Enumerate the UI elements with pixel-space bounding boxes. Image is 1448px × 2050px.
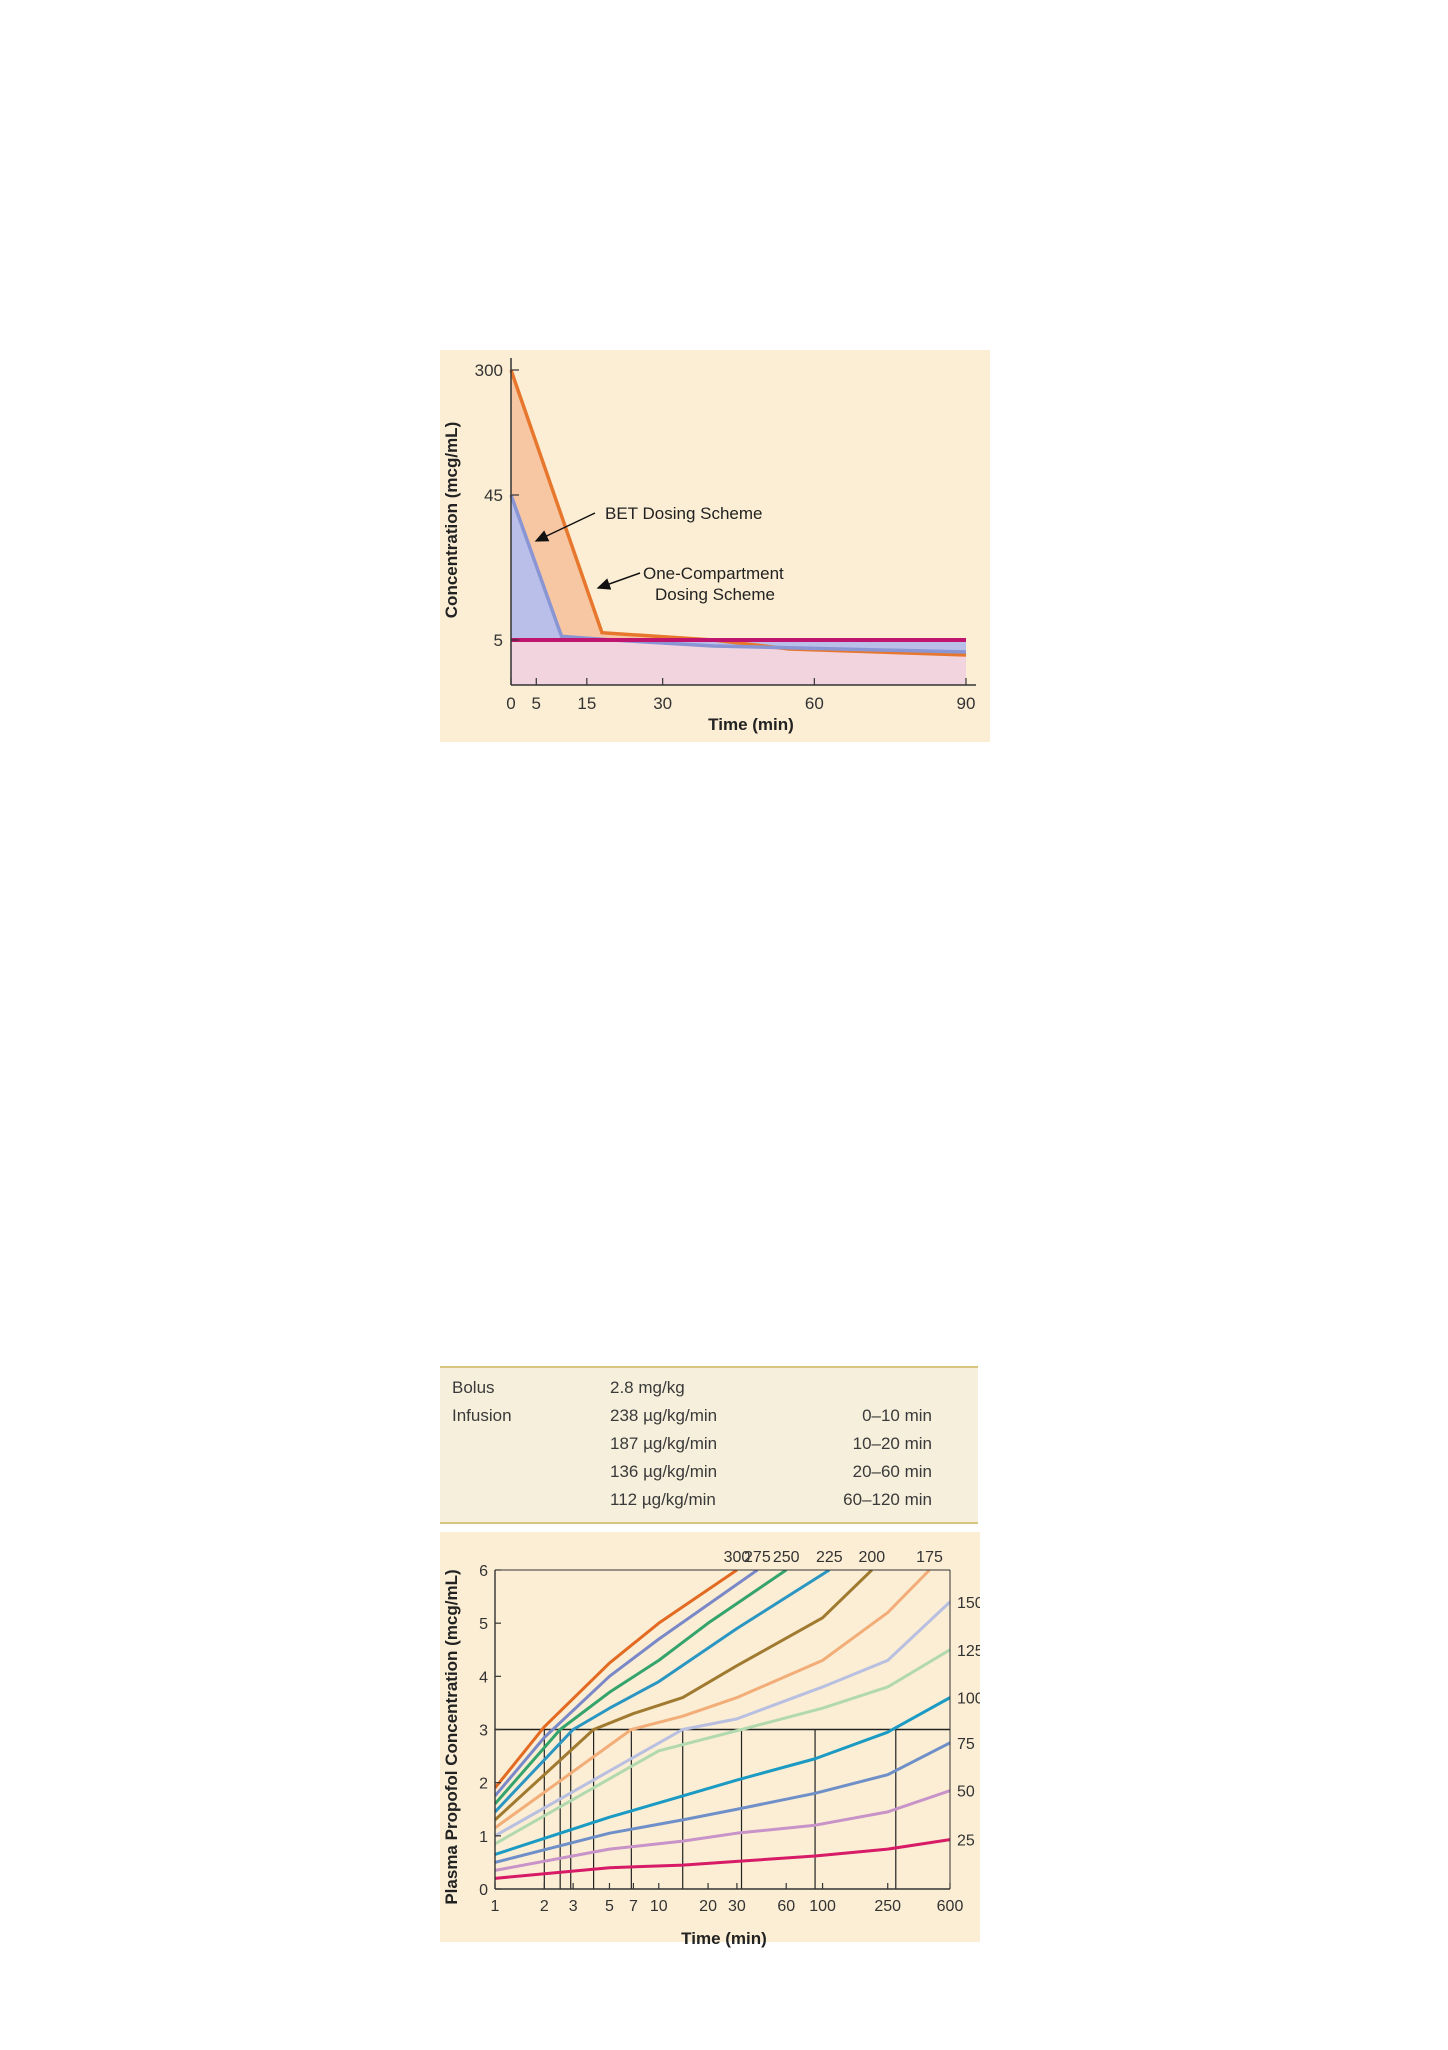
- chart1-x-axis-label: Time (min): [708, 715, 794, 734]
- chart1-y-tick-label: 5: [494, 631, 503, 650]
- row-rate: 187 µg/kg/min: [610, 1434, 718, 1453]
- chart2-x-tick-label: 30: [728, 1898, 746, 1915]
- chart2-x-tick-label: 100: [809, 1898, 836, 1915]
- series-line-125: [495, 1648, 950, 1846]
- chart2-x-tick-label: 2: [540, 1898, 549, 1915]
- row-rate: 2.8 mg/kg: [610, 1378, 685, 1397]
- chart1-x-tick-label: 30: [653, 694, 672, 713]
- chart2-y-tick-label: 5: [479, 1616, 488, 1633]
- series-label: 75: [957, 1736, 975, 1753]
- series-label: 125: [957, 1643, 980, 1660]
- row-rate: 136 µg/kg/min: [610, 1462, 718, 1481]
- table-row: 136 µg/kg/min 20–60 min: [440, 1462, 978, 1490]
- chart2-y-tick-label: 2: [479, 1776, 488, 1793]
- chart2-x-tick-label: 10: [650, 1898, 668, 1915]
- table-row: 112 µg/kg/min 60–120 min: [440, 1490, 978, 1518]
- series-line-175: [495, 1570, 931, 1830]
- row-time: 60–120 min: [843, 1490, 932, 1509]
- table-row: Bolus 2.8 mg/kg: [440, 1378, 978, 1406]
- series-label: 225: [816, 1549, 843, 1566]
- chart2-y-tick-label: 6: [479, 1563, 488, 1580]
- series-label: 200: [859, 1549, 886, 1566]
- chart1-y-axis-label: Concentration (mcg/mL): [442, 422, 461, 618]
- chart2-y-tick-label: 3: [479, 1723, 488, 1740]
- series-line-50: [495, 1789, 950, 1872]
- row-time: 20–60 min: [852, 1462, 932, 1481]
- series-line-100: [495, 1696, 950, 1856]
- series-line-75: [495, 1741, 950, 1864]
- row-rate: 112 µg/kg/min: [610, 1490, 716, 1509]
- one-compartment-annotation-line2: Dosing Scheme: [655, 585, 775, 604]
- bet-arrow: [534, 512, 596, 542]
- series-label: 250: [773, 1549, 800, 1566]
- chart2-y-axis-label: Plasma Propofol Concentration (mcg/mL): [442, 1569, 461, 1904]
- chart1-x-tick-label: 90: [957, 694, 976, 713]
- series-label: 275: [744, 1549, 771, 1566]
- chart2-y-tick-label: 1: [479, 1829, 488, 1846]
- row-label: Bolus: [452, 1378, 495, 1397]
- series-line-250: [495, 1570, 788, 1805]
- chart2-x-tick-label: 5: [605, 1898, 614, 1915]
- series-line-275: [495, 1570, 759, 1797]
- chart2-x-tick-label: 250: [874, 1898, 901, 1915]
- chart2-x-axis-label: Time (min): [681, 1929, 767, 1948]
- row-label: Infusion: [452, 1406, 512, 1425]
- series-line-200: [495, 1570, 873, 1821]
- chart2-x-tick-label: 3: [569, 1898, 578, 1915]
- one-compartment-annotation-line1: One-Compartment: [643, 564, 784, 583]
- table-row: Infusion 238 µg/kg/min 0–10 min: [440, 1406, 978, 1434]
- chart2-x-tick-label: 60: [777, 1898, 795, 1915]
- chart1-y-tick-label: 300: [475, 361, 503, 380]
- chart1-x-tick-label: 5: [532, 694, 541, 713]
- chart1-x-tick-label: 15: [577, 694, 596, 713]
- chart2-x-tick-label: 1: [491, 1898, 500, 1915]
- series-line-300: [495, 1570, 738, 1789]
- chart1-x-tick-label: 0: [506, 694, 515, 713]
- series-label: 300: [724, 1549, 751, 1566]
- series-line-25: [495, 1838, 950, 1880]
- chart2-x-tick-label: 600: [937, 1898, 964, 1915]
- row-rate: 238 µg/kg/min: [610, 1406, 718, 1425]
- bet-annotation: BET Dosing Scheme: [605, 504, 762, 523]
- series-label: 100: [957, 1691, 980, 1708]
- one-compartment-arrow: [596, 572, 641, 590]
- chart1-x-tick-label: 60: [805, 694, 824, 713]
- series-label: 150: [957, 1595, 980, 1612]
- row-time: 0–10 min: [862, 1406, 932, 1425]
- series-label: 25: [957, 1833, 975, 1850]
- chart2-x-tick-label: 7: [629, 1898, 638, 1915]
- dosing-table: Bolus 2.8 mg/kg Infusion 238 µg/kg/min 0…: [440, 1366, 978, 1524]
- bet-line-area: [511, 495, 966, 652]
- chart1-y-tick-label: 45: [484, 486, 503, 505]
- series-label: 175: [916, 1549, 943, 1566]
- row-time: 10–20 min: [852, 1434, 932, 1453]
- table-row: 187 µg/kg/min 10–20 min: [440, 1434, 978, 1462]
- chart2-y-tick-label: 0: [479, 1882, 488, 1899]
- chart2-x-tick-label: 20: [699, 1898, 717, 1915]
- series-line-150: [495, 1600, 950, 1838]
- series-line-225: [495, 1570, 831, 1813]
- series-label: 50: [957, 1784, 975, 1801]
- chart2-y-tick-label: 4: [479, 1669, 488, 1686]
